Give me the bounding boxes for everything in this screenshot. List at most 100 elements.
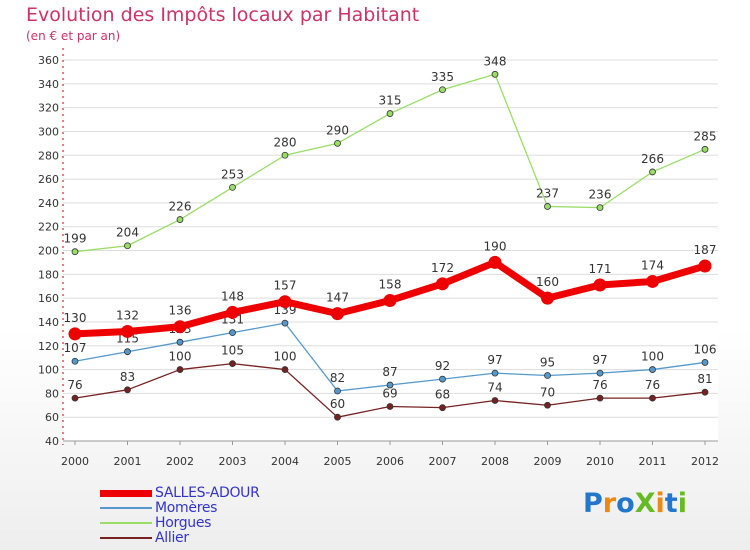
logo-letter: o [616,488,635,519]
data-point [176,366,184,373]
x-tick-label: 2005 [324,455,352,468]
data-label: 82 [330,371,345,385]
legend-item: Allier [100,530,300,546]
legend-swatch [100,537,152,539]
logo-letter: X [634,488,656,519]
x-tick-label: 2004 [271,455,299,468]
y-tick-label: 120 [38,340,59,353]
x-tick-label: 2008 [481,455,509,468]
data-point [176,216,184,223]
data-label: 290 [326,123,349,137]
data-label: 97 [487,353,502,367]
chart-subtitle: (en € et par an) [26,29,121,43]
data-label: 105 [221,344,244,358]
data-point [596,394,604,402]
data-label: 266 [641,152,664,166]
data-point [71,248,79,256]
chart-title: Evolution des Impôts locaux par Habitant [26,4,420,26]
data-label: 92 [435,359,450,373]
data-label: 174 [641,258,664,272]
x-tick-label: 2010 [586,455,614,468]
data-point [173,320,187,334]
data-point [68,327,82,341]
x-tick-label: 2000 [61,455,89,468]
logo-letter: i [655,488,665,519]
logo-letter: P [583,488,603,519]
data-point [278,295,292,309]
data-label: 95 [540,356,555,370]
data-point [701,145,709,153]
data-point [229,183,236,191]
logo-letter: i [677,488,687,519]
data-label: 70 [540,385,555,399]
data-point [439,86,446,94]
legend-swatch [100,522,152,524]
logo-letter: r [602,488,617,519]
data-point [281,366,289,373]
data-label: 148 [221,289,244,303]
x-tick-label: 2001 [114,455,142,468]
x-tick-label: 2006 [376,455,404,468]
y-tick-label: 220 [38,221,59,234]
data-point [596,369,604,377]
data-label: 204 [116,226,139,240]
y-tick-label: 200 [38,245,59,258]
data-label: 160 [536,275,559,289]
data-point [124,386,131,394]
y-tick-label: 260 [38,173,59,186]
data-point [491,369,499,377]
data-point [334,387,341,395]
proxiti-logo: ProXiti [583,488,687,519]
data-label: 139 [274,303,297,317]
data-point [386,403,394,410]
data-label: 172 [431,261,454,275]
legend-item: Horgues [100,515,300,531]
data-point [701,359,709,366]
data-label: 158 [379,278,402,292]
data-point [121,324,134,338]
data-point [226,305,239,319]
data-point [71,357,79,365]
data-point [383,294,397,308]
y-tick-label: 360 [38,54,59,67]
y-tick-label: 180 [38,268,59,281]
y-tick-label: 60 [45,411,59,424]
data-point [491,397,499,404]
data-label: 87 [382,365,397,379]
data-label: 100 [274,350,297,364]
x-tick-label: 2007 [429,455,457,468]
y-tick-label: 300 [38,125,59,138]
legend-label: Momères [155,500,218,516]
data-label: 76 [67,378,82,392]
x-tick-label: 2003 [219,455,247,468]
y-tick-label: 340 [38,78,59,91]
x-tick-label: 2002 [166,455,194,468]
data-point [488,255,502,269]
data-point [334,139,341,147]
data-label: 226 [169,200,192,214]
data-point [544,372,551,379]
data-label: 157 [274,279,297,293]
data-label: 132 [116,308,139,322]
data-point [541,291,554,305]
data-label: 348 [484,54,507,68]
legend-item: Momères [100,500,300,516]
data-point [439,375,446,383]
x-tick-label: 2009 [534,455,562,468]
data-point [71,394,79,402]
data-point [124,242,131,250]
data-label: 187 [694,243,717,257]
data-point [124,348,131,356]
data-label: 199 [64,232,87,246]
y-tick-label: 240 [38,197,59,210]
data-label: 236 [589,188,612,202]
data-point [698,259,712,273]
data-point [649,394,656,402]
data-point [176,338,184,346]
legend-label: Horgues [155,515,212,531]
data-point [386,381,394,389]
data-point [334,413,341,421]
data-label: 253 [221,167,244,181]
data-point [281,151,289,159]
